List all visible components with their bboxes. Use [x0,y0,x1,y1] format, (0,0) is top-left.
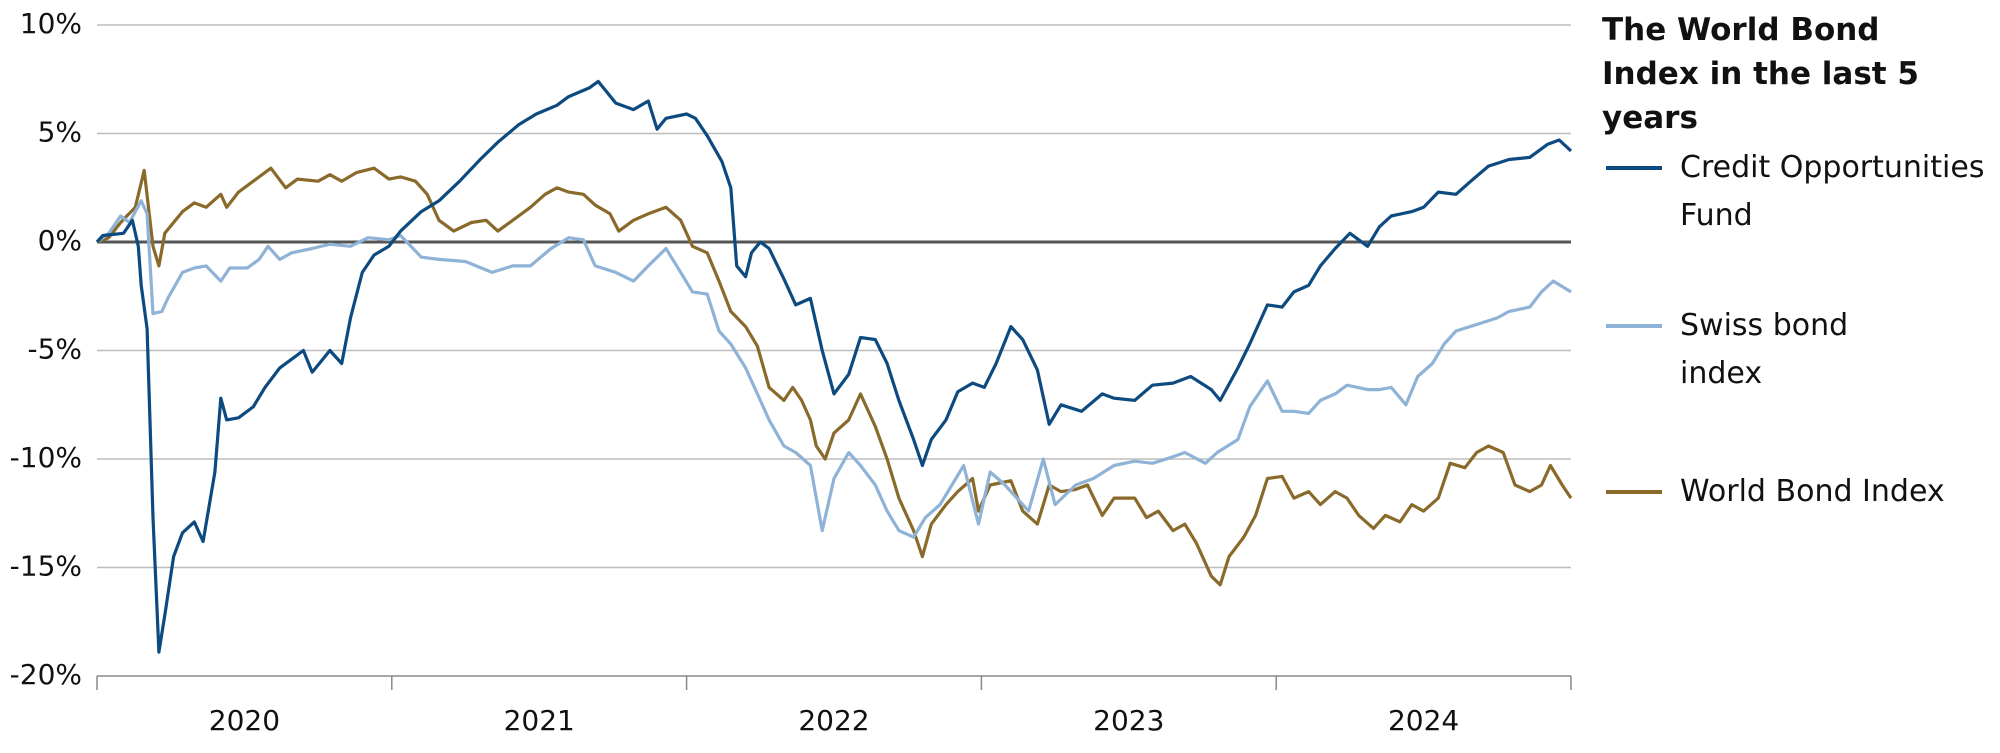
y-tick-label: -20% [10,658,82,691]
series-line [96,166,1573,587]
y-tick-label: -10% [10,441,82,474]
y-tick-label: 10% [20,7,82,40]
series-line [96,199,1572,539]
chart-title: The World Bond Index in the last 5 years [1602,12,1919,136]
y-tick-label: -5% [27,333,82,366]
x-tick-label: 2023 [1093,704,1164,737]
legend-swatch [1606,490,1662,494]
chart: -20% -15% -10% -5% 0% 5% 10% 2020 2021 2022 2023 20… [10,7,1573,737]
legend-swatch [1606,166,1662,170]
legend-entry: Credit Opportunities Fund [1606,144,2000,240]
legend-entry: World Bond Index [1606,468,2000,516]
legend-label: Swiss bond index [1680,308,1849,391]
x-tick-label: 2022 [798,704,869,737]
legend-label: Credit Opportunities Fund [1680,150,1985,233]
y-tick-label: 0% [38,224,82,257]
legend-label: World Bond Index [1680,474,1945,509]
series-line [95,79,1573,654]
x-tick-label: 2020 [209,704,280,737]
legend-entry: Swiss bond index [1606,302,1850,398]
legend-swatch [1606,324,1662,328]
y-tick-label: 5% [38,116,82,149]
y-tick-label: -15% [10,550,82,583]
x-tick-label: 2024 [1388,704,1459,737]
x-tick-label: 2021 [504,704,575,737]
